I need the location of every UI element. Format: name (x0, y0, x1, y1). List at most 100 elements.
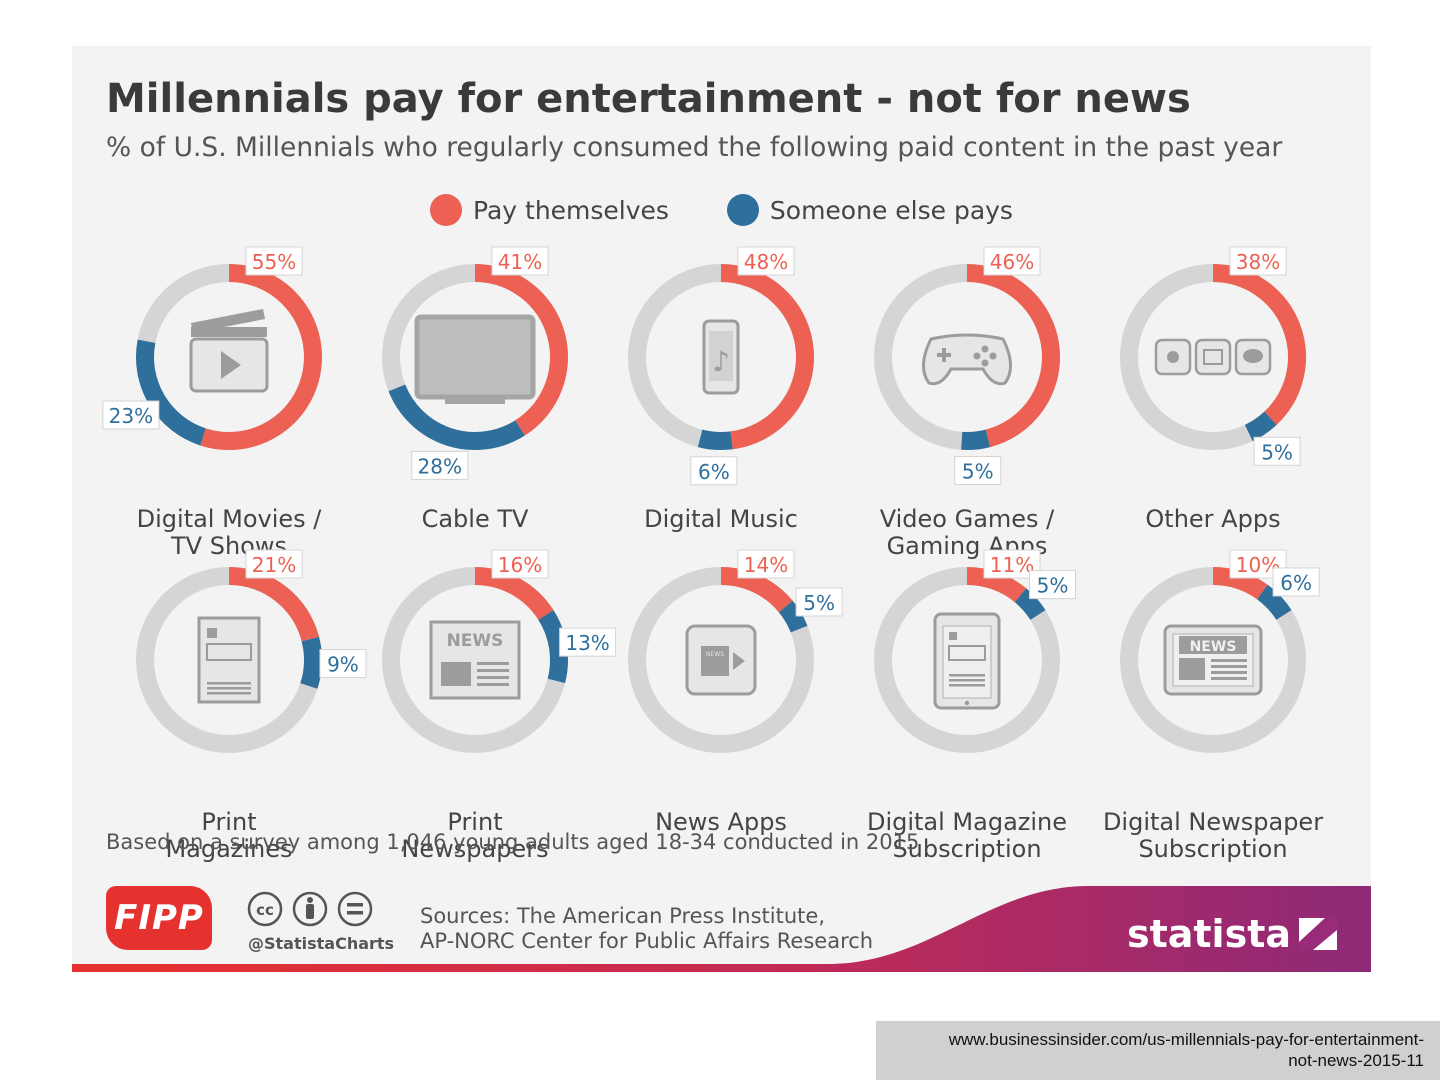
legend-item-pay-themselves: Pay themselves (430, 194, 669, 226)
clapper-top (191, 309, 265, 333)
tablet-line (949, 674, 985, 677)
chart-subtitle: % of U.S. Millennials who regularly cons… (106, 132, 1283, 163)
source-url-line-2: not-news-2015-11 (1288, 1051, 1424, 1070)
other-label-box (1029, 570, 1077, 600)
tv-icon (414, 314, 536, 404)
image-glyph (1203, 349, 1223, 365)
gamepad-button (981, 345, 989, 353)
statista-logo: statista (1127, 912, 1337, 956)
other-label-text: 6% (698, 460, 730, 484)
arc-someone-else (697, 429, 733, 450)
source-url-line-1: www.businessinsider.com/us-millennials-p… (948, 1030, 1424, 1049)
arc-pay-themselves (200, 264, 322, 450)
legend: Pay themselves Someone else pays (430, 194, 1063, 232)
sources-line-1: Sources: The American Press Institute, (420, 904, 825, 928)
arc-pay-themselves (966, 567, 1027, 603)
arc-someone-else (388, 384, 525, 450)
other-label: 6% (1272, 567, 1320, 597)
newspaper-icon: NEWS (429, 620, 521, 700)
tablet-newspaper-icon: NEWS (1163, 624, 1263, 696)
arc-pay-themselves (474, 264, 568, 436)
magazine-line (207, 692, 251, 695)
pay-label-text: 38% (1236, 250, 1280, 274)
pay-label-text: 48% (744, 250, 788, 274)
tablet-box (948, 645, 986, 661)
other-label: 5% (1253, 436, 1301, 466)
other-label-box (1272, 567, 1320, 597)
svg-text:cc: cc (256, 901, 274, 919)
arc-someone-else (538, 610, 568, 684)
music-phone-icon: ♪ (702, 319, 740, 395)
fipp-logo: FIPP (106, 886, 212, 950)
arc-pay-themselves (1212, 264, 1306, 425)
other-label: 6% (690, 456, 738, 486)
phone-screen (709, 331, 733, 381)
clapperboard-icon (189, 309, 269, 393)
magazine-line (207, 687, 251, 690)
arc-someone-else (1244, 411, 1277, 442)
tablet-masthead: NEWS (1190, 639, 1237, 655)
arc-someone-else (136, 339, 207, 446)
arc-pay-themselves (228, 567, 320, 642)
legend-item-someone-else: Someone else pays (726, 194, 1013, 226)
chat-glyph (1243, 349, 1263, 363)
other-label: 28% (411, 450, 469, 480)
gamepad-button (981, 359, 989, 367)
category-label: Digital Movies / (137, 505, 323, 533)
category-label: Other Apps (1145, 505, 1280, 533)
other-label-text: 5% (1261, 440, 1293, 464)
legend-label-pay-themselves: Pay themselves (473, 195, 669, 225)
tablet-photo (949, 632, 957, 640)
infographic-card: Millennials pay for entertainment - not … (72, 46, 1371, 972)
tablet-line (949, 679, 985, 682)
magazine-line (207, 682, 251, 685)
category-label: Cable TV (422, 505, 529, 533)
pay-label-box (737, 246, 795, 276)
donut-digital-music: Digital Music (628, 264, 814, 533)
gamepad-body (922, 333, 1012, 386)
pay-label-box (245, 246, 303, 276)
gamepad-dpad (937, 348, 951, 362)
other-label-box (795, 587, 843, 617)
other-label-text: 13% (565, 631, 609, 655)
other-label: 5% (954, 455, 1002, 485)
gamepad-button (973, 352, 981, 360)
tablet-line (1211, 677, 1247, 680)
sun-glyph (1167, 351, 1179, 363)
other-label-text: 5% (803, 591, 835, 615)
newspaper-photo (441, 662, 471, 686)
tablet-line (1211, 659, 1247, 662)
pay-label: 21% (245, 549, 303, 579)
other-label-text: 5% (962, 459, 994, 483)
arc-pay-themselves (1212, 567, 1268, 600)
tv-stand (445, 399, 505, 404)
newspaper-line (477, 676, 509, 679)
pay-label-box (245, 549, 303, 579)
tablet-masthead-bar (1179, 636, 1247, 654)
arc-pay-themselves (966, 264, 1060, 448)
pay-label-box (1229, 246, 1287, 276)
arc-someone-else (961, 429, 991, 450)
pay-label: 55% (245, 246, 303, 276)
chart-title: Millennials pay for entertainment - not … (106, 76, 1191, 122)
pay-label-text: 46% (990, 250, 1034, 274)
tablet-photo (1179, 658, 1205, 680)
pay-label: 14% (737, 549, 795, 579)
statista-handle: @StatistaCharts (248, 934, 395, 953)
arc-someone-else (778, 600, 808, 633)
newspaper-masthead: NEWS (447, 631, 504, 651)
app-tile (1194, 338, 1232, 376)
legend-label-someone-else: Someone else pays (769, 195, 1013, 225)
arc-someone-else (1014, 588, 1046, 621)
pay-label-text: 55% (252, 250, 296, 274)
newspaper-line (477, 683, 509, 686)
arc-someone-else (300, 636, 322, 689)
gamepad-icon (922, 333, 1012, 386)
sources-line-2: AP-NORC Center for Public Affairs Resear… (420, 929, 874, 953)
donut-other-apps: Other Apps (1120, 264, 1306, 533)
sources: Sources: The American Press Institute, A… (420, 904, 873, 954)
tablet-magazine-icon (933, 612, 1001, 710)
